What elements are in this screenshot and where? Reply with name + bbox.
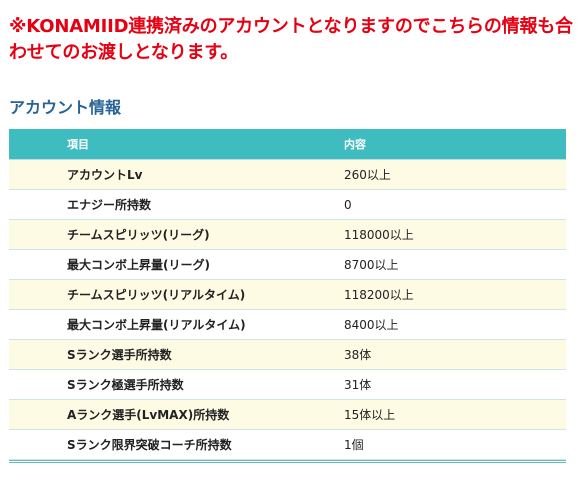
row-item-value: 38体 (344, 348, 372, 362)
row-item-value: 8400以上 (344, 318, 399, 332)
row-item-value: 260以上 (344, 168, 391, 182)
row-item-label: Sランク極選手所持数 (67, 378, 184, 392)
row-item-value: 15体以上 (344, 408, 396, 422)
row-item-value: 0 (344, 197, 352, 212)
column-header-value: 内容 (344, 138, 366, 151)
table-row: Sランク極選手所持数 31体 (9, 370, 566, 400)
row-item-value: 8700以上 (344, 258, 399, 272)
row-item-label: 最大コンボ上昇量(リアルタイム) (67, 318, 246, 332)
section-title: アカウント情報 (9, 98, 122, 117)
row-item-label: チームスピリッツ(リーグ) (67, 228, 210, 242)
row-item-value: 118200以上 (344, 288, 414, 302)
column-header-item: 項目 (67, 138, 89, 151)
row-item-label: Aランク選手(LvMAX)所持数 (67, 408, 230, 422)
table-row: Sランク限界突破コーチ所持数 1個 (9, 430, 566, 460)
table-row: エナジー所持数 0 (9, 190, 566, 220)
row-item-value: 118000以上 (344, 228, 414, 242)
row-item-label: 最大コンボ上昇量(リーグ) (67, 258, 210, 272)
row-item-label: Sランク限界突破コーチ所持数 (67, 438, 232, 452)
row-item-label: チームスピリッツ(リアルタイム) (67, 288, 246, 302)
table-row: アカウントLv 260以上 (9, 160, 566, 190)
row-item-value: 31体 (344, 378, 372, 392)
row-item-label: アカウントLv (67, 168, 143, 182)
notice-text: ※KONAMIID連携済みのアカウントとなりますのでこちらの情報も合わせてのお渡… (9, 16, 573, 63)
table-row: 最大コンボ上昇量(リアルタイム) 8400以上 (9, 310, 566, 340)
row-item-value: 1個 (344, 438, 364, 452)
table-row: チームスピリッツ(リアルタイム) 118200以上 (9, 280, 566, 310)
table-header: 項目 内容 (9, 129, 566, 160)
row-item-label: エナジー所持数 (67, 198, 152, 212)
account-info-table: 項目 内容 アカウントLv 260以上 エナジー所持数 0 チームスピリッツ(リ… (9, 129, 566, 463)
table-row: Sランク選手所持数 38体 (9, 340, 566, 370)
table-row: 最大コンボ上昇量(リーグ) 8700以上 (9, 250, 566, 280)
table-row: Aランク選手(LvMAX)所持数 15体以上 (9, 400, 566, 430)
row-item-label: Sランク選手所持数 (67, 348, 172, 362)
table-row: チームスピリッツ(リーグ) 118000以上 (9, 220, 566, 250)
